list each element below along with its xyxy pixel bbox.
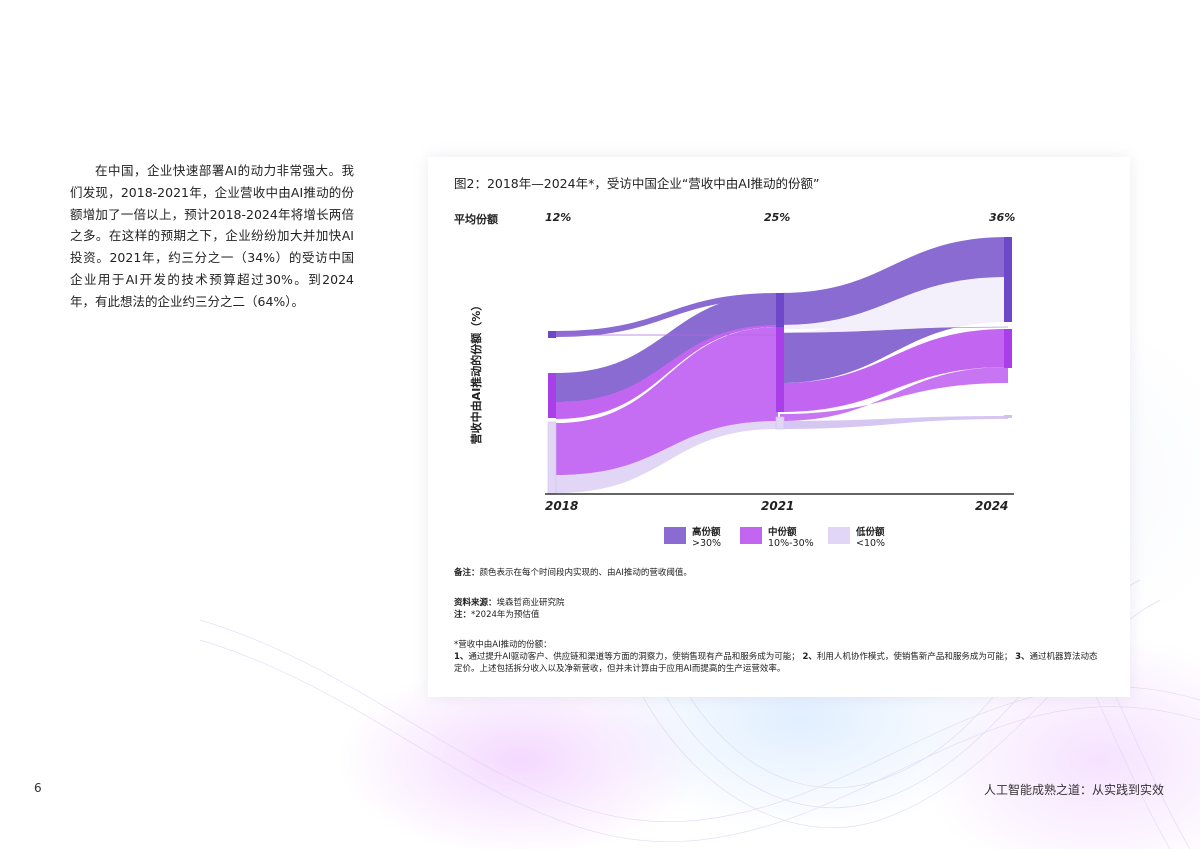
legend-swatch-high bbox=[664, 527, 686, 544]
flows-2018-2021 bbox=[556, 293, 778, 493]
remark-note: 备注：颜色表示在每个时间段内实现的、由AI推动的营收阈值。 bbox=[454, 567, 692, 579]
legend-item-mid: 中份额 10%-30% bbox=[740, 527, 814, 549]
estimate-note-label: 注： bbox=[454, 610, 472, 620]
x-tick-2024: 2024 bbox=[975, 499, 1009, 513]
legend-range-mid: 10%-30% bbox=[768, 538, 814, 549]
average-share-2024: 36% bbox=[989, 211, 1016, 224]
node-2018-mid bbox=[548, 373, 556, 418]
legend-label-low: 低份额 bbox=[856, 527, 885, 538]
running-title: 人工智能成熟之道：从实践到实效 bbox=[983, 783, 1164, 797]
estimate-note-text: *2024年为预估值 bbox=[471, 610, 540, 620]
definition-note: *营收中由AI推动的份额： 1、通过提升AI驱动客户、供应链和渠道等方面的洞察力… bbox=[454, 639, 1104, 675]
nodes bbox=[547, 237, 1012, 495]
legend-item-high: 高份额 >30% bbox=[664, 527, 721, 549]
definition-3-num: 3、 bbox=[1015, 652, 1030, 662]
remark-text: 颜色表示在每个时间段内实现的、由AI推动的营收阈值。 bbox=[479, 568, 692, 578]
node-2018-high bbox=[548, 331, 556, 338]
legend-range-high: >30% bbox=[692, 538, 722, 549]
definition-1: 通过提升AI驱动客户、供应链和渠道等方面的洞察力，使销售现有产品和服务成为可能； bbox=[468, 652, 800, 662]
sankey-chart bbox=[545, 237, 1014, 495]
legend-swatch-low bbox=[828, 527, 850, 544]
legend-item-low: 低份额 <10% bbox=[828, 527, 885, 549]
legend-range-low: <10% bbox=[856, 538, 886, 549]
node-2018-low bbox=[547, 421, 557, 495]
legend-swatch-mid bbox=[740, 527, 762, 544]
node-2021-high bbox=[776, 293, 784, 327]
page-number: 6 bbox=[34, 781, 42, 795]
intro-paragraph: 在中国，企业快速部署AI的动力非常强大。我们发现，2018-2021年，企业营收… bbox=[70, 163, 354, 309]
definition-title: *营收中由AI推动的份额： bbox=[454, 640, 552, 650]
definition-2: 利用人机协作模式，使销售新产品和服务成为可能； bbox=[816, 652, 1013, 662]
definition-2-num: 2、 bbox=[802, 652, 817, 662]
node-2024-high bbox=[1004, 237, 1012, 322]
source-label: 资料来源： bbox=[454, 598, 497, 608]
source-note: 资料来源：埃森哲商业研究院 注：*2024年为预估值 bbox=[454, 597, 565, 621]
flows-2021-2024 bbox=[779, 237, 1009, 429]
x-tick-2018: 2018 bbox=[545, 499, 579, 513]
average-share-2021: 25% bbox=[764, 211, 791, 224]
definition-3: 通过机器算法动态定价。上述包括拆分收入以及净新营收，但并未计算由于应用AI而提高… bbox=[454, 652, 1098, 674]
figure-title: 图2：2018年—2024年*，受访中国企业“营收中由AI推动的份额” bbox=[454, 176, 820, 191]
average-share-label: 平均份额 bbox=[454, 213, 498, 226]
figure-card: 图2：2018年—2024年*，受访中国企业“营收中由AI推动的份额” 平均份额… bbox=[428, 157, 1130, 697]
legend-label-mid: 中份额 bbox=[768, 527, 797, 538]
definition-1-num: 1、 bbox=[454, 652, 469, 662]
x-tick-2021: 2021 bbox=[761, 499, 795, 513]
node-2021-mid bbox=[776, 327, 784, 412]
node-2024-mid bbox=[1004, 329, 1012, 368]
intro-text: 在中国，企业快速部署AI的动力非常强大。我们发现，2018-2021年，企业营收… bbox=[70, 160, 354, 313]
legend-label-high: 高份额 bbox=[692, 527, 721, 538]
node-2024-low bbox=[1004, 415, 1012, 418]
source-text: 埃森哲商业研究院 bbox=[496, 598, 565, 608]
remark-label: 备注： bbox=[454, 568, 480, 578]
average-share-2018: 12% bbox=[545, 211, 572, 224]
node-2021-low bbox=[775, 416, 785, 430]
